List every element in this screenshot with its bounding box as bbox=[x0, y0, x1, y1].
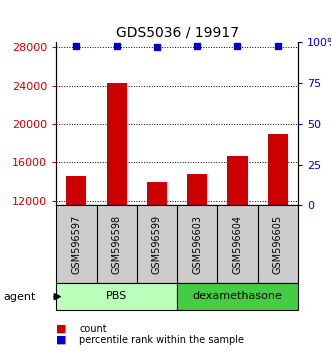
Bar bbox=[187, 174, 207, 205]
Text: dexamethasone: dexamethasone bbox=[193, 291, 282, 302]
Bar bbox=[268, 135, 288, 205]
Text: percentile rank within the sample: percentile rank within the sample bbox=[79, 335, 244, 345]
Text: ■: ■ bbox=[56, 335, 67, 345]
Text: PBS: PBS bbox=[106, 291, 127, 302]
Text: GSM596605: GSM596605 bbox=[273, 215, 283, 274]
Title: GDS5036 / 19917: GDS5036 / 19917 bbox=[116, 26, 239, 40]
Text: GSM596603: GSM596603 bbox=[192, 215, 202, 274]
Bar bbox=[107, 83, 127, 205]
Bar bbox=[66, 176, 86, 205]
Bar bbox=[227, 156, 248, 205]
Text: GSM596599: GSM596599 bbox=[152, 215, 162, 274]
Text: agent: agent bbox=[3, 292, 36, 302]
Text: GSM596597: GSM596597 bbox=[71, 215, 81, 274]
Text: GSM596604: GSM596604 bbox=[232, 215, 243, 274]
Text: ■: ■ bbox=[56, 324, 67, 333]
Text: count: count bbox=[79, 324, 107, 333]
Text: GSM596598: GSM596598 bbox=[112, 215, 122, 274]
Bar bbox=[147, 182, 167, 205]
Bar bbox=[56, 283, 177, 310]
Bar bbox=[177, 283, 298, 310]
